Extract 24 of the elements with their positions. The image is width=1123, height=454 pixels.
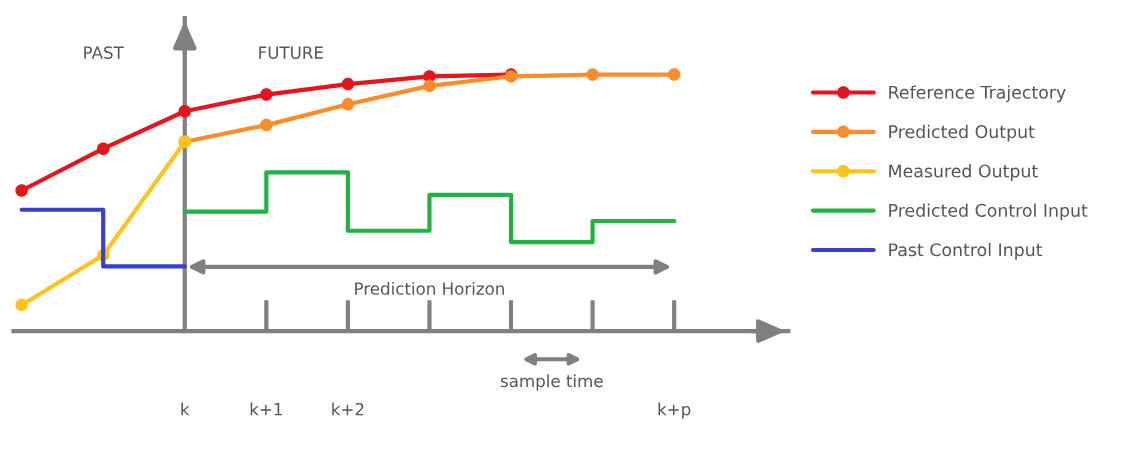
x-tick-label: k+1	[250, 402, 282, 416]
legend-label: Predicted Control Input	[889, 203, 1088, 221]
point	[341, 77, 355, 91]
point	[15, 298, 28, 312]
legend-label: Measured Output	[889, 164, 1038, 181]
legend-label: Predicted Output	[889, 124, 1035, 142]
legend-label: Past Control Input	[889, 242, 1043, 260]
legend-label: Reference Trajectory	[889, 85, 1066, 103]
text: FUTURE	[259, 46, 323, 59]
annotation: Prediction Horizon	[355, 281, 504, 295]
text: PAST	[84, 46, 124, 59]
point	[15, 184, 28, 197]
point	[260, 118, 273, 132]
x-tick-label: k+2	[332, 402, 364, 416]
x-tick-label: k	[181, 402, 190, 416]
point	[341, 98, 355, 111]
point	[178, 105, 192, 118]
text: sample time	[500, 374, 603, 391]
point	[586, 68, 599, 81]
point	[96, 142, 110, 155]
point	[667, 68, 681, 81]
point	[260, 88, 273, 101]
x-tick-label: k+p	[658, 402, 691, 419]
point	[423, 79, 436, 93]
